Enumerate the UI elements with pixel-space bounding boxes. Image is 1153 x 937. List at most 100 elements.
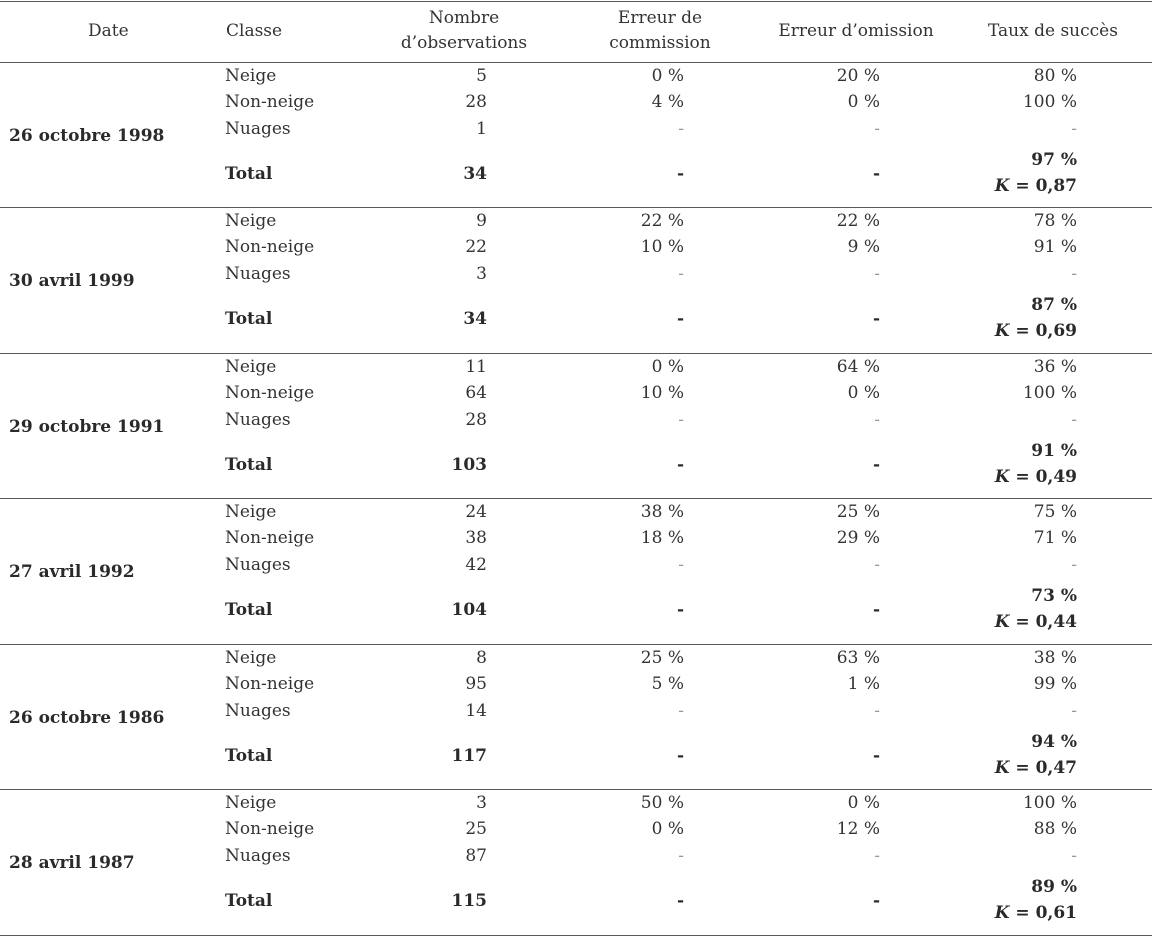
row-total-omission: - <box>872 746 880 766</box>
header-classe: Classe <box>226 20 283 41</box>
header-commission-line2: commission <box>609 33 711 53</box>
row-neige-label: Neige <box>225 357 277 377</box>
table-top-rule <box>0 1 1152 2</box>
row-nuages-count: 14 <box>465 701 487 721</box>
row-nuages-taux: - <box>1071 119 1077 139</box>
row-total-count: 104 <box>451 600 488 620</box>
group-rule <box>0 62 1152 63</box>
row-neige-taux: 36 % <box>1033 357 1077 377</box>
kappa-equals: = <box>1009 758 1036 778</box>
row-non-neige-omission: 9 % <box>847 237 880 257</box>
header-commission-line1: Erreur de <box>617 8 703 28</box>
kappa-value: K = 0,87 <box>995 176 1077 196</box>
row-non-neige-commission: 18 % <box>640 528 684 548</box>
row-non-neige-label: Non-neige <box>225 383 315 403</box>
row-neige-label: Neige <box>225 66 277 86</box>
group-rule <box>0 353 1152 354</box>
row-neige-count: 9 <box>476 211 487 231</box>
kappa-value: K = 0,49 <box>995 467 1077 487</box>
row-neige-omission: 0 % <box>847 793 880 813</box>
row-total-count: 115 <box>451 891 488 911</box>
kappa-number: 0,61 <box>1035 903 1077 923</box>
row-nuages-label: Nuages <box>225 264 291 284</box>
row-non-neige-count: 22 <box>465 237 487 257</box>
row-neige-taux: 80 % <box>1033 66 1077 86</box>
row-neige-label: Neige <box>225 211 277 231</box>
kappa-value: K = 0,47 <box>995 758 1077 778</box>
date-cell: 30 avril 1999 <box>9 271 135 291</box>
kappa-symbol: K <box>994 903 1010 923</box>
kappa-symbol: K <box>994 612 1010 632</box>
table-group: 27 avril 1992 Neige 24 38 % 25 % 75 % Non-neig… <box>0 498 1153 644</box>
row-neige-taux: 78 % <box>1033 211 1077 231</box>
row-nuages-label: Nuages <box>225 410 291 430</box>
row-non-neige-commission: 5 % <box>651 674 684 694</box>
row-total-label: Total <box>225 455 273 475</box>
row-nuages-taux: - <box>1071 410 1077 430</box>
group-rule <box>0 789 1152 790</box>
row-neige-omission: 25 % <box>836 502 880 522</box>
row-total-taux: 91 % <box>1031 441 1077 461</box>
group-rule <box>0 644 1152 645</box>
table-group: 26 octobre 1986 Neige 8 25 % 63 % 38 % Non-nei… <box>0 644 1153 790</box>
row-non-neige-count: 38 <box>465 528 487 548</box>
row-nuages-count: 42 <box>465 555 487 575</box>
row-non-neige-omission: 0 % <box>847 92 880 112</box>
table-group: 26 octobre 1998 Neige 5 0 % 20 % 80 % Non-neig… <box>0 62 1153 208</box>
row-total-taux: 94 % <box>1031 732 1077 752</box>
row-nuages-taux: - <box>1071 701 1077 721</box>
row-total-taux: 87 % <box>1031 295 1077 315</box>
row-nuages-omission: - <box>874 264 880 284</box>
row-nuages-omission: - <box>874 410 880 430</box>
row-total-taux: 73 % <box>1031 586 1077 606</box>
row-non-neige-commission: 10 % <box>640 383 684 403</box>
kappa-number: 0,47 <box>1035 758 1077 778</box>
row-non-neige-label: Non-neige <box>225 237 315 257</box>
row-total-commission: - <box>676 891 684 911</box>
kappa-value: K = 0,61 <box>995 903 1077 923</box>
row-neige-omission: 20 % <box>836 66 880 86</box>
row-non-neige-count: 25 <box>465 819 487 839</box>
date-cell: 26 octobre 1998 <box>9 126 165 146</box>
row-nuages-count: 87 <box>465 846 487 866</box>
row-neige-label: Neige <box>225 502 277 522</box>
kappa-symbol: K <box>994 176 1010 196</box>
row-neige-commission: 0 % <box>651 357 684 377</box>
date-cell: 29 octobre 1991 <box>9 417 165 437</box>
row-non-neige-label: Non-neige <box>225 819 315 839</box>
kappa-number: 0,87 <box>1035 176 1077 196</box>
row-nuages-label: Nuages <box>225 119 291 139</box>
group-rule <box>0 207 1152 208</box>
row-neige-commission: 0 % <box>651 66 684 86</box>
row-neige-count: 3 <box>476 793 487 813</box>
row-non-neige-taux: 91 % <box>1033 237 1077 257</box>
row-nuages-label: Nuages <box>225 846 291 866</box>
row-nuages-commission: - <box>678 701 684 721</box>
row-non-neige-count: 95 <box>465 674 487 694</box>
row-non-neige-omission: 0 % <box>847 383 880 403</box>
row-nuages-omission: - <box>874 555 880 575</box>
row-neige-omission: 22 % <box>836 211 880 231</box>
kappa-number: 0,49 <box>1035 467 1077 487</box>
row-total-commission: - <box>676 600 684 620</box>
row-total-omission: - <box>872 455 880 475</box>
table-group: 28 avril 1987 Neige 3 50 % 0 % 100 % Non-neige… <box>0 789 1153 935</box>
header-date: Date <box>88 20 129 41</box>
kappa-symbol: K <box>994 467 1010 487</box>
row-non-neige-taux: 100 % <box>1022 92 1077 112</box>
row-non-neige-label: Non-neige <box>225 92 315 112</box>
row-non-neige-commission: 4 % <box>651 92 684 112</box>
row-nuages-count: 1 <box>476 119 487 139</box>
row-nuages-taux: - <box>1071 555 1077 575</box>
kappa-number: 0,44 <box>1035 612 1077 632</box>
row-neige-omission: 63 % <box>836 648 880 668</box>
kappa-symbol: K <box>994 321 1010 341</box>
kappa-symbol: K <box>994 758 1010 778</box>
kappa-equals: = <box>1009 176 1036 196</box>
row-nuages-label: Nuages <box>225 701 291 721</box>
row-neige-count: 5 <box>476 66 487 86</box>
kappa-equals: = <box>1009 612 1036 632</box>
row-total-taux: 97 % <box>1031 150 1077 170</box>
row-total-omission: - <box>872 164 880 184</box>
date-cell: 27 avril 1992 <box>9 562 135 582</box>
